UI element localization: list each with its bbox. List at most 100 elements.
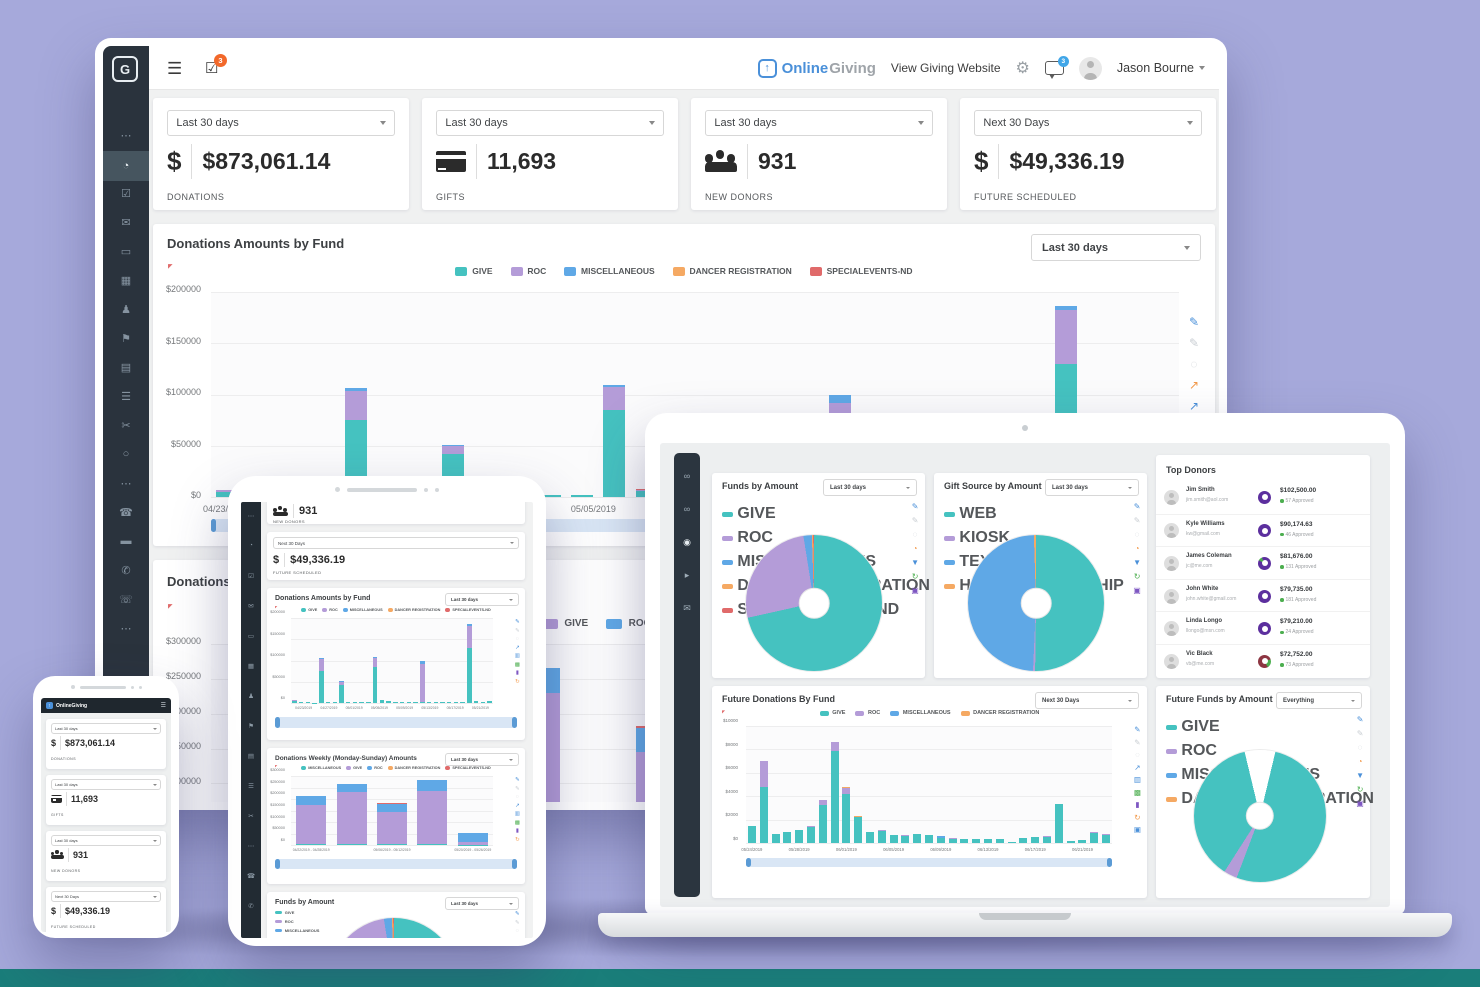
period-dropdown[interactable]: Last 30 days — [51, 779, 161, 791]
schedule-icon[interactable]: ◔ — [516, 937, 519, 938]
period-dropdown[interactable]: Last 30 days — [1045, 479, 1139, 496]
legend-item[interactable]: GIVE — [455, 266, 493, 276]
drag-handle-icon[interactable]: ◤ — [275, 605, 278, 609]
sidebar-item-chat[interactable]: ☏ — [119, 593, 133, 606]
delete-icon[interactable]: ◌ — [1357, 743, 1363, 752]
line-chart-icon[interactable]: ↗ — [515, 644, 520, 651]
legend-item[interactable]: ROC — [855, 710, 880, 716]
legend-item[interactable]: GIVE — [722, 505, 930, 523]
sidebar-item[interactable]: ☑ — [248, 573, 254, 580]
sidebar-item[interactable]: ▭ — [247, 633, 255, 640]
legend-item[interactable]: WEB — [944, 505, 1124, 523]
gear-icon[interactable]: ⚙ — [1015, 60, 1030, 77]
chat-icon[interactable]: 3 — [1044, 56, 1069, 79]
delete-icon[interactable]: ◌ — [515, 636, 520, 642]
legend-item[interactable]: GIVE — [541, 618, 588, 629]
legend-item[interactable]: ROC — [722, 529, 930, 547]
sidebar-item[interactable]: ♟ — [248, 693, 254, 700]
app-logo-icon[interactable]: G — [112, 56, 138, 82]
legend-item[interactable]: MISCELLANEOUS — [301, 766, 341, 770]
chart-range-slider[interactable] — [275, 859, 517, 869]
sidebar-item-payments[interactable]: ▭ — [120, 245, 132, 258]
line-chart-icon[interactable]: ↗ — [515, 802, 520, 809]
delete-icon[interactable]: ◌ — [912, 530, 918, 539]
sidebar-item-more-3[interactable]: ⋯ — [120, 622, 132, 635]
annotate-icon[interactable]: ✎ — [514, 911, 520, 917]
sidebar-item-donors[interactable]: ♟ — [121, 303, 131, 316]
legend-item[interactable]: ROC — [1166, 742, 1374, 760]
legend-item[interactable]: GIVE — [819, 710, 845, 716]
area-chart-icon[interactable]: ▩ — [1133, 787, 1141, 797]
sidebar-item-giving[interactable]: ▬ — [120, 535, 132, 547]
tasks-icon[interactable]: ☑ 3 — [205, 54, 227, 77]
annotate-icon[interactable]: ✎ — [515, 619, 520, 625]
refresh-icon[interactable]: ↻ — [1133, 572, 1141, 581]
delete-icon[interactable]: ◌ — [1134, 530, 1140, 539]
annotate-icon[interactable]: ✎ — [1188, 315, 1199, 329]
edit-icon[interactable]: ✎ — [1188, 336, 1199, 350]
export-icon[interactable]: ▣ — [1133, 586, 1141, 595]
area-chart-icon[interactable]: ▩ — [514, 819, 520, 826]
legend-item[interactable]: DANCER REGISTRATION — [960, 710, 1039, 716]
refresh-icon[interactable]: ↻ — [1356, 785, 1364, 794]
sidebar-item[interactable]: ⚑ — [248, 723, 254, 730]
menu-icon[interactable]: ☰ — [160, 703, 166, 709]
legend-item[interactable]: DANCER REGISTRATION — [387, 766, 440, 770]
legend-item[interactable]: SPECIALEVENTS-ND — [445, 608, 491, 612]
legend-item[interactable]: DANCER REGISTRATION — [387, 608, 440, 612]
avatar[interactable] — [1078, 56, 1102, 80]
filter-icon[interactable]: ▼ — [911, 558, 919, 567]
user-menu[interactable]: Jason Bourne — [1117, 61, 1205, 75]
chart-range-slider[interactable] — [275, 717, 517, 728]
sidebar-item-more[interactable]: ⋯ — [120, 129, 132, 142]
edit-icon[interactable]: ✎ — [515, 627, 520, 634]
sidebar-item-link[interactable]: ∞ — [683, 471, 691, 481]
annotate-icon[interactable]: ✎ — [515, 777, 520, 783]
sidebar-item-support[interactable]: ☎ — [119, 506, 133, 519]
edit-icon[interactable]: ✎ — [1133, 516, 1141, 525]
period-dropdown[interactable]: Last 30 days — [445, 897, 519, 910]
period-dropdown[interactable]: Next 30 Days — [273, 537, 519, 549]
annotate-icon[interactable]: ✎ — [1133, 502, 1141, 511]
edit-icon[interactable]: ✎ — [1134, 737, 1141, 747]
donor-row[interactable]: John White john.white@gmail.com $79,735.00… — [1156, 578, 1370, 612]
refresh-icon[interactable]: ↻ — [1134, 812, 1141, 822]
period-dropdown[interactable]: Last 30 days — [445, 753, 519, 766]
sidebar-item[interactable]: ✂ — [248, 813, 254, 820]
refresh-icon[interactable]: ↻ — [911, 572, 919, 581]
sidebar-item[interactable]: ◔ — [249, 542, 253, 549]
filter-icon[interactable]: ▼ — [1133, 558, 1141, 567]
donor-row[interactable]: James Coleman jc@me.com $81,676.00 131 Appr… — [1156, 546, 1370, 579]
sidebar-item-info[interactable]: ◉ — [683, 537, 691, 547]
period-dropdown[interactable]: Next 30 Days — [974, 109, 1202, 136]
drag-handle-icon[interactable]: ◤ — [168, 264, 173, 270]
annotate-icon[interactable]: ✎ — [911, 502, 919, 511]
sidebar-item-tags[interactable]: ⚑ — [121, 332, 131, 345]
annotate-icon[interactable]: ✎ — [1134, 725, 1141, 734]
period-dropdown[interactable]: Last 30 days — [1031, 234, 1201, 261]
sidebar-item[interactable]: ⋯ — [247, 513, 255, 520]
sidebar-item-link-2[interactable]: ∞ — [683, 504, 691, 514]
legend-item[interactable]: GIVE — [346, 766, 362, 770]
period-dropdown[interactable]: Last 30 days — [436, 109, 664, 136]
edit-icon[interactable]: ✎ — [911, 516, 919, 525]
sidebar-item-calendar[interactable]: ▦ — [120, 274, 132, 287]
legend-item[interactable]: MISCELLANEOUS — [564, 266, 655, 276]
delete-icon[interactable]: ◌ — [1190, 357, 1198, 371]
column-chart-icon[interactable]: ▮ — [515, 828, 519, 834]
filter-icon[interactable]: ▼ — [1356, 771, 1364, 780]
sidebar-item-tasks[interactable]: ☑ — [121, 187, 131, 200]
brand-logo[interactable]: ↑ Online Giving — [757, 58, 876, 78]
period-dropdown[interactable]: Last 30 days — [705, 109, 933, 136]
refresh-icon[interactable]: ↻ — [515, 678, 520, 685]
period-dropdown[interactable]: Last 30 days — [51, 835, 161, 847]
sidebar-item[interactable]: ☎ — [246, 873, 256, 880]
chart-icon[interactable]: ↗ — [1188, 399, 1199, 413]
sidebar-item-messages[interactable]: ✉ — [121, 216, 131, 229]
annotate-icon[interactable]: ✎ — [1356, 715, 1364, 724]
legend-item[interactable]: SPECIALEVENTS-ND — [809, 266, 913, 276]
legend-item[interactable]: GIVE — [301, 608, 317, 612]
sidebar-item-dashboard[interactable]: ◔ — [103, 151, 149, 181]
export-icon[interactable]: ▣ — [911, 586, 919, 595]
sidebar-item[interactable]: ✆ — [248, 903, 254, 910]
